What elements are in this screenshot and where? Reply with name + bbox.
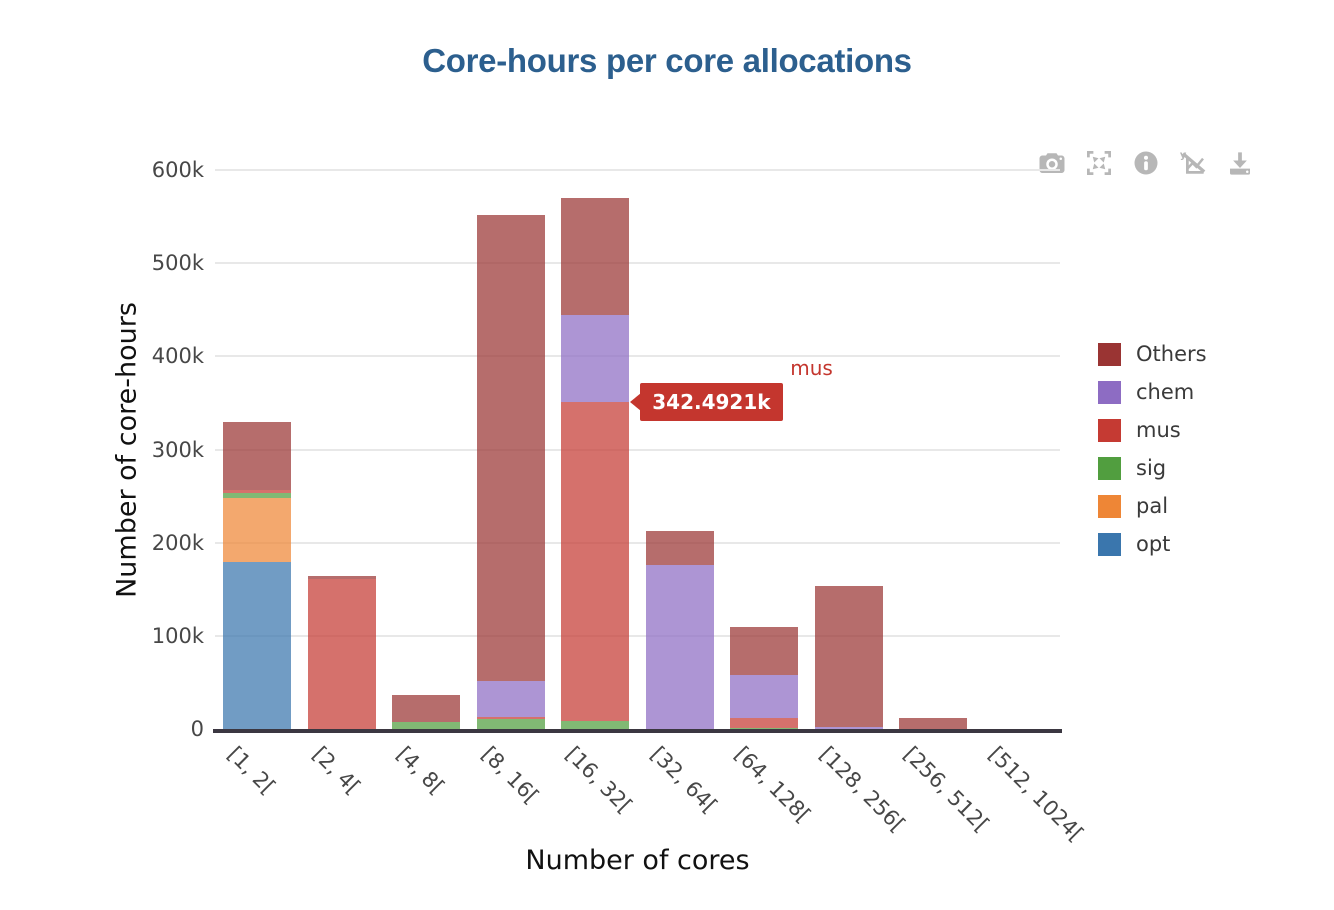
- legend-swatch: [1098, 343, 1121, 366]
- legend-item-others[interactable]: Others: [1098, 343, 1207, 366]
- legend-label: pal: [1136, 494, 1169, 518]
- x-tick-label: [64, 128[: [730, 742, 816, 828]
- hover-label: 342.4921k: [640, 382, 783, 421]
- spikelines-icon-glyph: y: [1179, 150, 1205, 174]
- gridline: [215, 169, 1060, 171]
- x-axis-title: Number of cores: [525, 845, 750, 876]
- legend-label: chem: [1136, 380, 1195, 404]
- bar-segment-Others[interactable]: [561, 197, 630, 316]
- gridline: [215, 634, 1060, 637]
- download-icon[interactable]: [1223, 146, 1256, 179]
- gridline: [215, 262, 1060, 265]
- bar-segment-chem[interactable]: [730, 675, 799, 719]
- expand-icon-glyph: [1086, 150, 1111, 175]
- bar-segment-Others[interactable]: [307, 575, 376, 579]
- bar-segment-opt[interactable]: [223, 562, 292, 729]
- x-tick-label: [8, 16[: [476, 742, 544, 809]
- info-icon[interactable]: [1129, 146, 1162, 179]
- camera-icon[interactable]: [1035, 146, 1068, 179]
- bar-segment-Others[interactable]: [392, 695, 461, 722]
- expand-icon[interactable]: [1082, 146, 1115, 179]
- bar-segment-chem[interactable]: [814, 727, 883, 729]
- legend-swatch: [1098, 457, 1121, 480]
- legend-label: Others: [1136, 342, 1207, 366]
- bar-segment-sig[interactable]: [730, 727, 799, 729]
- x-tick-label: [4, 8[: [392, 742, 450, 799]
- bar-segment-Others[interactable]: [223, 421, 292, 491]
- bar-segment-chem[interactable]: [476, 681, 545, 717]
- legend-item-chem[interactable]: chem: [1098, 381, 1207, 404]
- bar-segment-mus[interactable]: [476, 716, 545, 720]
- y-tick-label: 200k: [151, 530, 204, 555]
- camera-icon-glyph: [1039, 152, 1064, 173]
- bar-segment-Others[interactable]: [476, 215, 545, 681]
- download-icon-glyph: [1229, 151, 1250, 175]
- y-tick-label: 600k: [151, 158, 204, 182]
- y-tick-label: 100k: [151, 623, 204, 648]
- hover-label-arrow: [630, 392, 642, 411]
- bar-segment-mus[interactable]: [561, 401, 630, 721]
- info-icon-glyph: [1134, 151, 1157, 174]
- bar-segment-mus[interactable]: [307, 578, 376, 729]
- gridline: [215, 448, 1060, 451]
- x-tick-label: [16, 32[: [561, 742, 638, 818]
- legend-label: sig: [1136, 456, 1167, 480]
- bar-segment-sig[interactable]: [476, 719, 545, 729]
- x-tick-label: [512, 1024[: [983, 742, 1088, 847]
- legend: Others chem mus sig pal opt: [1098, 343, 1207, 571]
- legend-swatch: [1098, 533, 1121, 556]
- legend-swatch: [1098, 419, 1121, 442]
- y-tick-label: 0: [190, 717, 204, 741]
- chart-title: Core-hours per core allocations: [422, 42, 912, 79]
- y-tick-label: 400k: [151, 344, 204, 369]
- x-axis-line: [213, 729, 1062, 733]
- hover-trace-name: mus: [790, 355, 833, 380]
- bar-segment-sig[interactable]: [223, 492, 292, 498]
- x-tick-label: [128, 256[: [814, 742, 910, 837]
- x-tick-label: [2, 4[: [307, 742, 365, 799]
- legend-swatch: [1098, 495, 1121, 518]
- bar-segment-pal[interactable]: [223, 497, 292, 563]
- legend-item-mus[interactable]: mus: [1098, 419, 1207, 442]
- bar-segment-Others[interactable]: [814, 586, 883, 728]
- legend-item-pal[interactable]: pal: [1098, 495, 1207, 518]
- legend-item-opt[interactable]: opt: [1098, 533, 1207, 556]
- legend-swatch: [1098, 381, 1121, 404]
- bar-segment-mus[interactable]: [730, 718, 799, 728]
- bar-segment-Others[interactable]: [730, 627, 799, 676]
- x-tick-label: [256, 512[: [899, 742, 994, 837]
- bar-segment-mus[interactable]: [223, 490, 292, 493]
- spikelines-icon[interactable]: y: [1176, 146, 1209, 179]
- legend-label: opt: [1136, 532, 1171, 556]
- legend-label: mus: [1136, 418, 1181, 442]
- gridline: [215, 541, 1060, 544]
- modebar: y: [1035, 146, 1256, 179]
- bar-segment-chem[interactable]: [645, 565, 714, 729]
- x-tick-label: [1, 2[: [223, 742, 281, 799]
- bar-segment-sig[interactable]: [392, 721, 461, 729]
- legend-item-sig[interactable]: sig: [1098, 457, 1207, 480]
- y-axis-title: Number of core-hours: [111, 301, 143, 598]
- y-tick-label: 300k: [151, 437, 204, 462]
- bar-segment-sig[interactable]: [561, 720, 630, 729]
- x-tick-label: [32, 64[: [645, 742, 722, 818]
- bar-segment-chem[interactable]: [561, 315, 630, 402]
- gridline: [215, 355, 1060, 358]
- bar-segment-Others[interactable]: [645, 531, 714, 566]
- bar-segment-Others[interactable]: [899, 718, 968, 729]
- y-tick-label: 500k: [151, 251, 204, 276]
